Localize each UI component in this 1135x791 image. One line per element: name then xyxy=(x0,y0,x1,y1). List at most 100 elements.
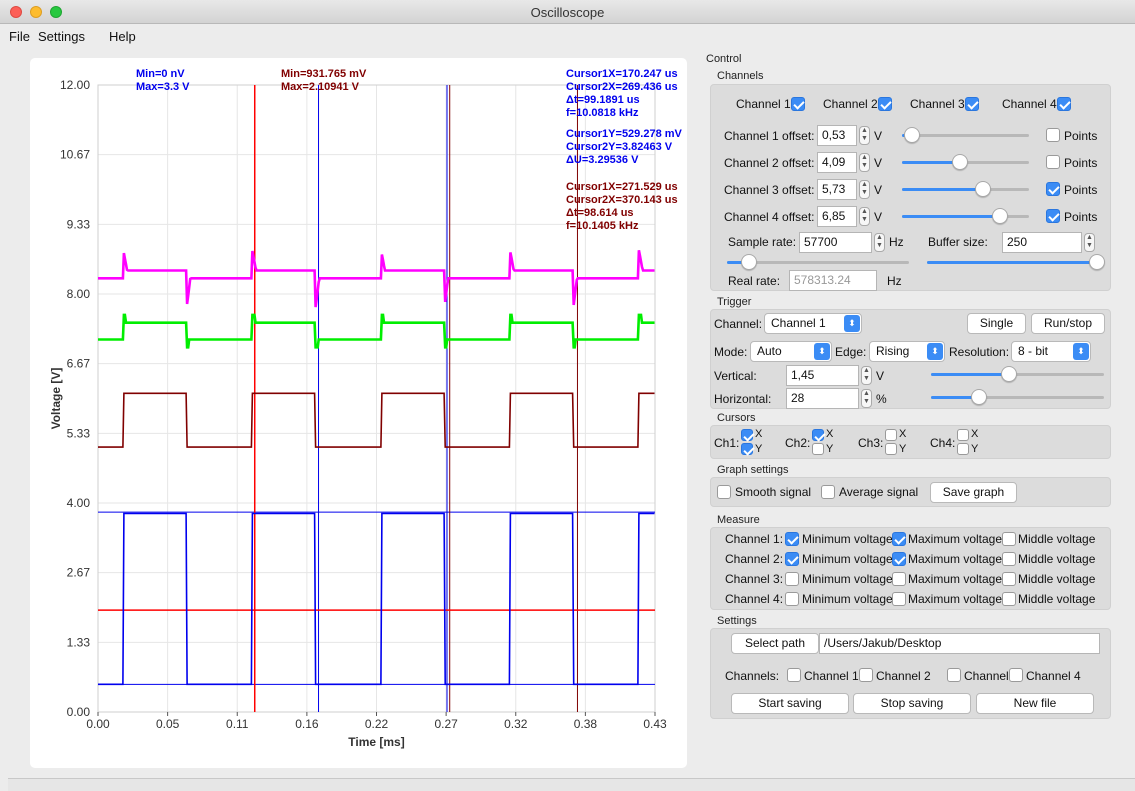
channel-2-min-max-readout: Min=931.765 mV xyxy=(281,68,367,80)
measure-ch1-min-checkbox[interactable] xyxy=(785,532,799,546)
channel-1-offset-slider[interactable] xyxy=(902,127,1029,143)
horizontal-stepper[interactable]: ▲ ▼ xyxy=(861,389,872,408)
channel-2-offset-slider[interactable] xyxy=(902,154,1029,170)
buffer-size-slider-knob[interactable] xyxy=(1089,254,1105,270)
measure-ch1-mid-checkbox[interactable] xyxy=(1002,532,1016,546)
cursor-ch2-y-checkbox[interactable] xyxy=(812,443,824,455)
measure-ch1-max-checkbox[interactable] xyxy=(892,532,906,546)
vertical-slider[interactable] xyxy=(931,366,1104,382)
cursor-ch2-label: Ch2: xyxy=(785,436,811,450)
cursor-ch3-y-checkbox[interactable] xyxy=(885,443,897,455)
channel-4-offset-slider[interactable] xyxy=(902,208,1029,224)
cursor-ch2-x-label: X xyxy=(826,428,834,440)
resolution-select[interactable]: 8 - bit ⬍ xyxy=(1011,341,1091,362)
measure-ch2-mid-checkbox[interactable] xyxy=(1002,552,1016,566)
channel-4-checkbox[interactable] xyxy=(1057,97,1071,111)
measure-ch4-min-checkbox[interactable] xyxy=(785,592,799,606)
single-button[interactable]: Single xyxy=(967,313,1026,334)
mode-select[interactable]: Auto ⬍ xyxy=(750,341,832,362)
cursor-ch3-y-label: Y xyxy=(899,443,907,455)
measure-ch4-mid-checkbox[interactable] xyxy=(1002,592,1016,606)
channel-4-offset-input[interactable]: 6,85 xyxy=(817,206,857,227)
cursor-ch4-label: Ch4: xyxy=(930,436,956,450)
measure-ch1-mid-label: Middle voltage xyxy=(1018,532,1096,546)
menu-settings[interactable]: Settings xyxy=(38,29,85,44)
channel-1-points-checkbox[interactable] xyxy=(1046,128,1060,142)
new-file-button[interactable]: New file xyxy=(976,693,1094,714)
horizontal-slider[interactable] xyxy=(931,389,1104,405)
buffer-size-stepper[interactable]: ▲ ▼ xyxy=(1084,233,1095,252)
channel-1-label: Channel 1 xyxy=(736,97,791,111)
measure-ch3-min-checkbox[interactable] xyxy=(785,572,799,586)
measure-ch4-max-checkbox[interactable] xyxy=(892,592,906,606)
average-signal-checkbox[interactable] xyxy=(821,485,835,499)
horizontal-slider-knob[interactable] xyxy=(971,389,988,405)
measure-channel-3-label: Channel 3: xyxy=(725,572,784,586)
channel-1-offset-input[interactable]: 0,53 xyxy=(817,125,857,146)
save-channel-4-checkbox[interactable] xyxy=(1009,668,1023,682)
cursor-ch1-x-checkbox[interactable] xyxy=(741,429,753,441)
measure-ch3-mid-checkbox[interactable] xyxy=(1002,572,1016,586)
cursor-ch1-y-checkbox[interactable] xyxy=(741,443,753,455)
channel-3-points-checkbox[interactable] xyxy=(1046,182,1060,196)
vertical-label: Vertical: xyxy=(714,369,757,383)
buffer-size-input[interactable]: 250 xyxy=(1002,232,1082,253)
menu-help[interactable]: Help xyxy=(109,29,136,44)
channel-2-offset-stepper[interactable]: ▲ ▼ xyxy=(859,153,870,172)
vertical-stepper[interactable]: ▲ ▼ xyxy=(861,366,872,385)
channel-1-checkbox[interactable] xyxy=(791,97,805,111)
oscilloscope-chart[interactable]: 0.00 0.05 0.11 0.16 0.22 0.27 0.32 0.38 0.43 0.00… xyxy=(30,58,687,768)
channel-1-offset-slider-knob[interactable] xyxy=(904,127,921,143)
plot-area[interactable]: 0.00 0.05 0.11 0.16 0.22 0.27 0.32 0.38 0.43 0.00… xyxy=(30,58,687,768)
save-graph-button[interactable]: Save graph xyxy=(930,482,1017,503)
channel-3-offset-slider-knob[interactable] xyxy=(975,181,992,197)
path-input[interactable]: /Users/Jakub/Desktop xyxy=(819,633,1100,654)
cursor-ch4-x-checkbox[interactable] xyxy=(957,429,969,441)
channel-3-label: Channel 3 xyxy=(910,97,965,111)
channel-1-min-max-readout: Min=0 nV xyxy=(136,68,185,80)
y-tick-label: 10.67 xyxy=(60,148,90,162)
channel-2-offset-input[interactable]: 4,09 xyxy=(817,152,857,173)
measure-ch2-max-checkbox[interactable] xyxy=(892,552,906,566)
smooth-signal-checkbox[interactable] xyxy=(717,485,731,499)
sample-rate-slider[interactable] xyxy=(727,254,909,270)
maximize-window-button[interactable] xyxy=(50,6,62,18)
channel-3-checkbox[interactable] xyxy=(965,97,979,111)
channel-2-points-checkbox[interactable] xyxy=(1046,155,1060,169)
start-saving-button[interactable]: Start saving xyxy=(731,693,849,714)
save-channel-3-checkbox[interactable] xyxy=(947,668,961,682)
vertical-input[interactable]: 1,45 xyxy=(786,365,859,386)
channel-2-offset-slider-knob[interactable] xyxy=(952,154,969,170)
channel-3-offset-slider[interactable] xyxy=(902,181,1029,197)
sample-rate-slider-knob[interactable] xyxy=(740,254,757,270)
select-path-button[interactable]: Select path xyxy=(731,633,819,654)
save-channel-1-checkbox[interactable] xyxy=(787,668,801,682)
sample-rate-stepper[interactable]: ▲ ▼ xyxy=(874,233,885,252)
edge-select[interactable]: Rising ⬍ xyxy=(869,341,945,362)
cursor-ch2-x-checkbox[interactable] xyxy=(812,429,824,441)
minimize-window-button[interactable] xyxy=(30,6,42,18)
channel-4-offset-stepper[interactable]: ▲ ▼ xyxy=(859,207,870,226)
channel-2-checkbox[interactable] xyxy=(878,97,892,111)
measure-ch2-min-checkbox[interactable] xyxy=(785,552,799,566)
channel-1-offset-stepper[interactable]: ▲ ▼ xyxy=(859,126,870,145)
stop-saving-button[interactable]: Stop saving xyxy=(853,693,971,714)
run-stop-button[interactable]: Run/stop xyxy=(1031,313,1105,334)
close-window-button[interactable] xyxy=(10,6,22,18)
sample-rate-input[interactable]: 57700 xyxy=(799,232,872,253)
measure-ch3-max-checkbox[interactable] xyxy=(892,572,906,586)
horizontal-input[interactable]: 28 xyxy=(786,388,859,409)
cursor-ch1-label: Ch1: xyxy=(714,436,740,450)
buffer-size-slider[interactable] xyxy=(927,254,1105,270)
channel-4-offset-slider-knob[interactable] xyxy=(991,208,1008,224)
channel-3-offset-input[interactable]: 5,73 xyxy=(817,179,857,200)
vertical-slider-knob[interactable] xyxy=(1000,366,1017,382)
menu-file[interactable]: File xyxy=(9,29,30,44)
trigger-channel-select[interactable]: Channel 1 ⬍ xyxy=(764,313,862,334)
save-channel-2-checkbox[interactable] xyxy=(859,668,873,682)
cursor-ch3-x-checkbox[interactable] xyxy=(885,429,897,441)
channel-4-offset-label: Channel 4 offset: xyxy=(724,210,815,224)
channel-4-points-checkbox[interactable] xyxy=(1046,209,1060,223)
channel-3-offset-stepper[interactable]: ▲ ▼ xyxy=(859,180,870,199)
cursor-ch4-y-checkbox[interactable] xyxy=(957,443,969,455)
